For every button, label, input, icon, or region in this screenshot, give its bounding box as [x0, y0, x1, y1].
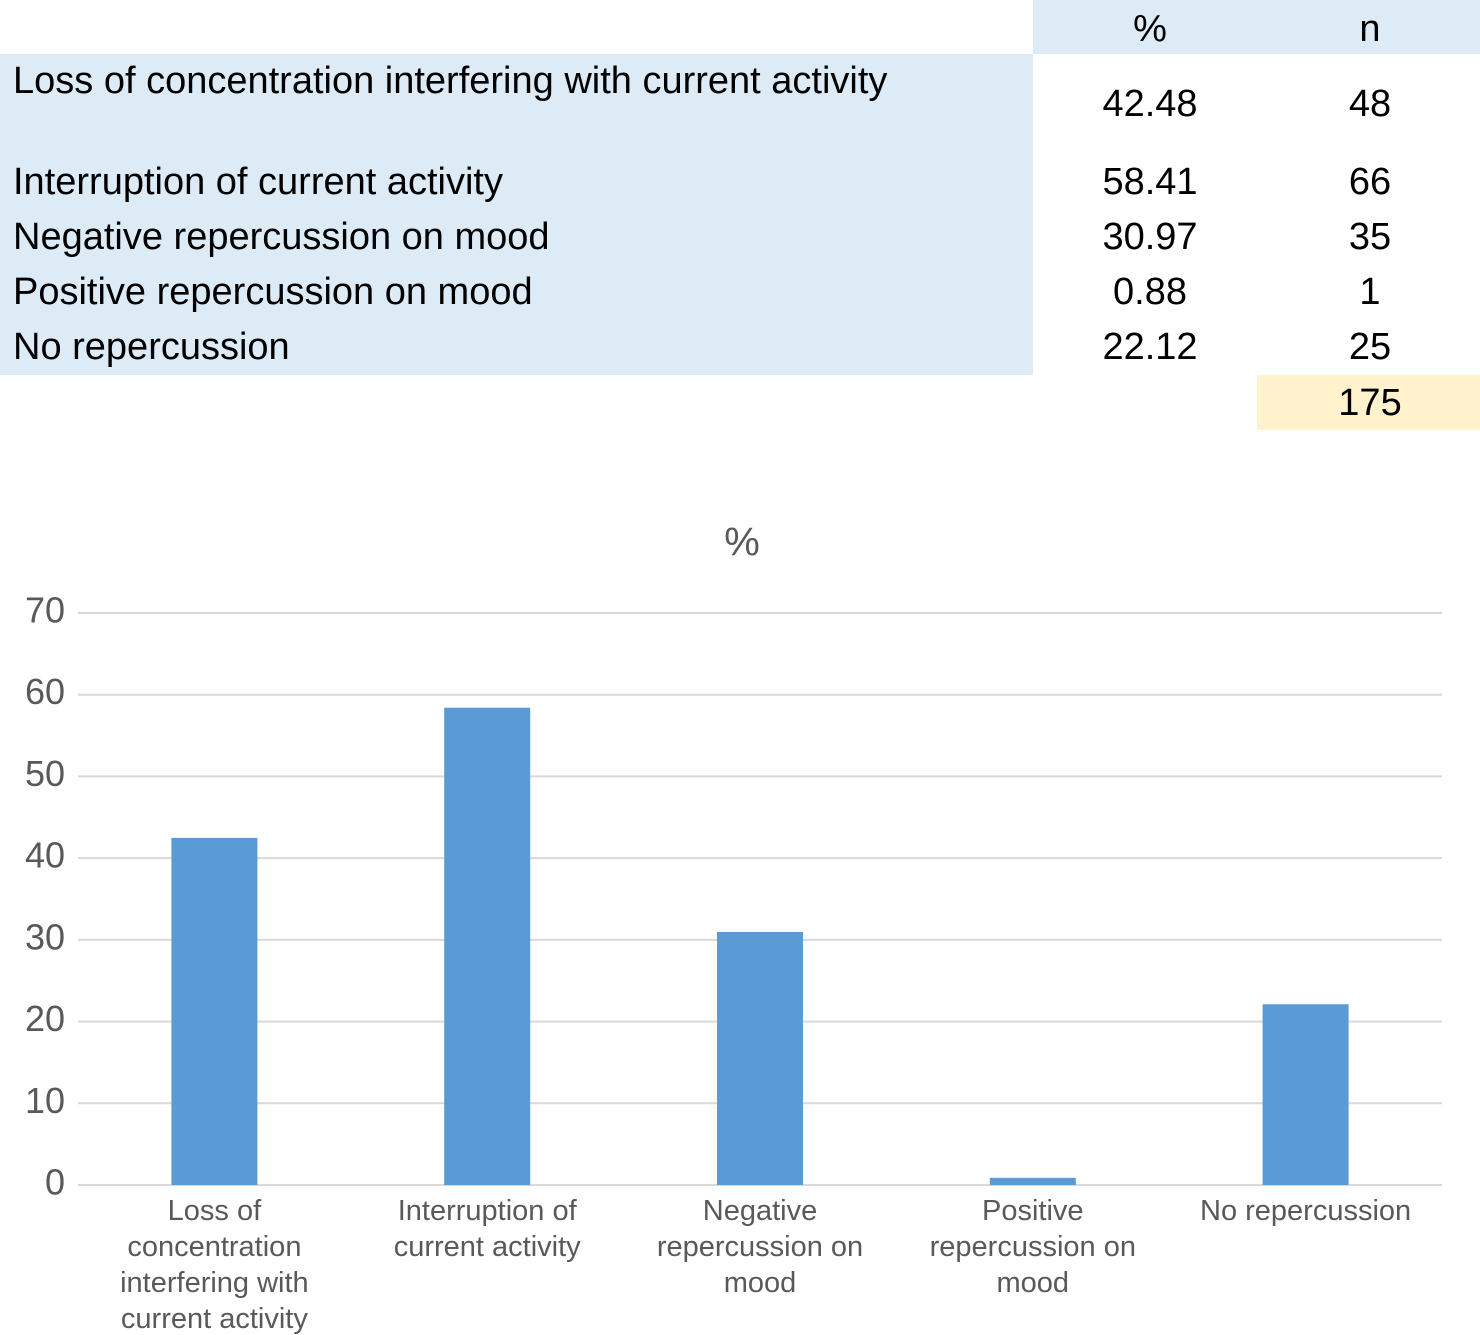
pct-cell: 58.41 [1102, 161, 1198, 203]
column-header: % [1133, 8, 1167, 50]
bar [171, 837, 258, 1185]
row-label: Positive repercussion on mood [13, 271, 533, 313]
y-tick-label: 60 [25, 671, 65, 712]
row-label: No repercussion [13, 326, 290, 368]
pct-cell: 30.97 [1102, 216, 1198, 258]
y-tick-label: 40 [25, 835, 65, 876]
y-tick-label: 70 [25, 590, 65, 631]
total-cell: 175 [1338, 382, 1402, 424]
chart-title: % [724, 521, 760, 565]
n-cell: 66 [1348, 161, 1392, 203]
y-tick-label: 30 [25, 916, 65, 957]
pct-cell: 0.88 [1113, 271, 1187, 313]
label-bg [0, 54, 1033, 375]
x-tick-label: Loss of concentration interfering with c… [120, 1195, 309, 1335]
header-bg [1033, 0, 1480, 54]
n-cell: 35 [1348, 216, 1392, 258]
pct-cell: 42.48 [1102, 83, 1198, 125]
y-tick-label: 20 [25, 998, 65, 1039]
x-tick-label: Positive repercussion on mood [929, 1195, 1136, 1299]
y-tick-label: 10 [25, 1080, 65, 1121]
bar [1262, 1004, 1349, 1185]
column-header: n [1359, 8, 1381, 50]
row-label: Negative repercussion on mood [13, 216, 550, 258]
y-tick-label: 0 [45, 1162, 65, 1203]
x-tick-label: No repercussion [1200, 1195, 1412, 1227]
row-label: Interruption of current activity [13, 161, 503, 203]
y-tick-label: 50 [25, 753, 65, 794]
n-cell: 25 [1348, 326, 1392, 368]
n-cell: 1 [1359, 271, 1381, 313]
n-cell: 48 [1348, 83, 1392, 125]
bar [444, 707, 531, 1185]
x-tick-label: Interruption of current activity [393, 1195, 581, 1263]
pct-cell: 22.12 [1102, 326, 1198, 368]
bar [989, 1177, 1076, 1185]
x-tick-label: Negative repercussion on mood [656, 1195, 864, 1299]
row-label: Loss of concentration interfering with c… [13, 60, 888, 102]
total-bg [1257, 375, 1480, 430]
bar [717, 931, 803, 1185]
